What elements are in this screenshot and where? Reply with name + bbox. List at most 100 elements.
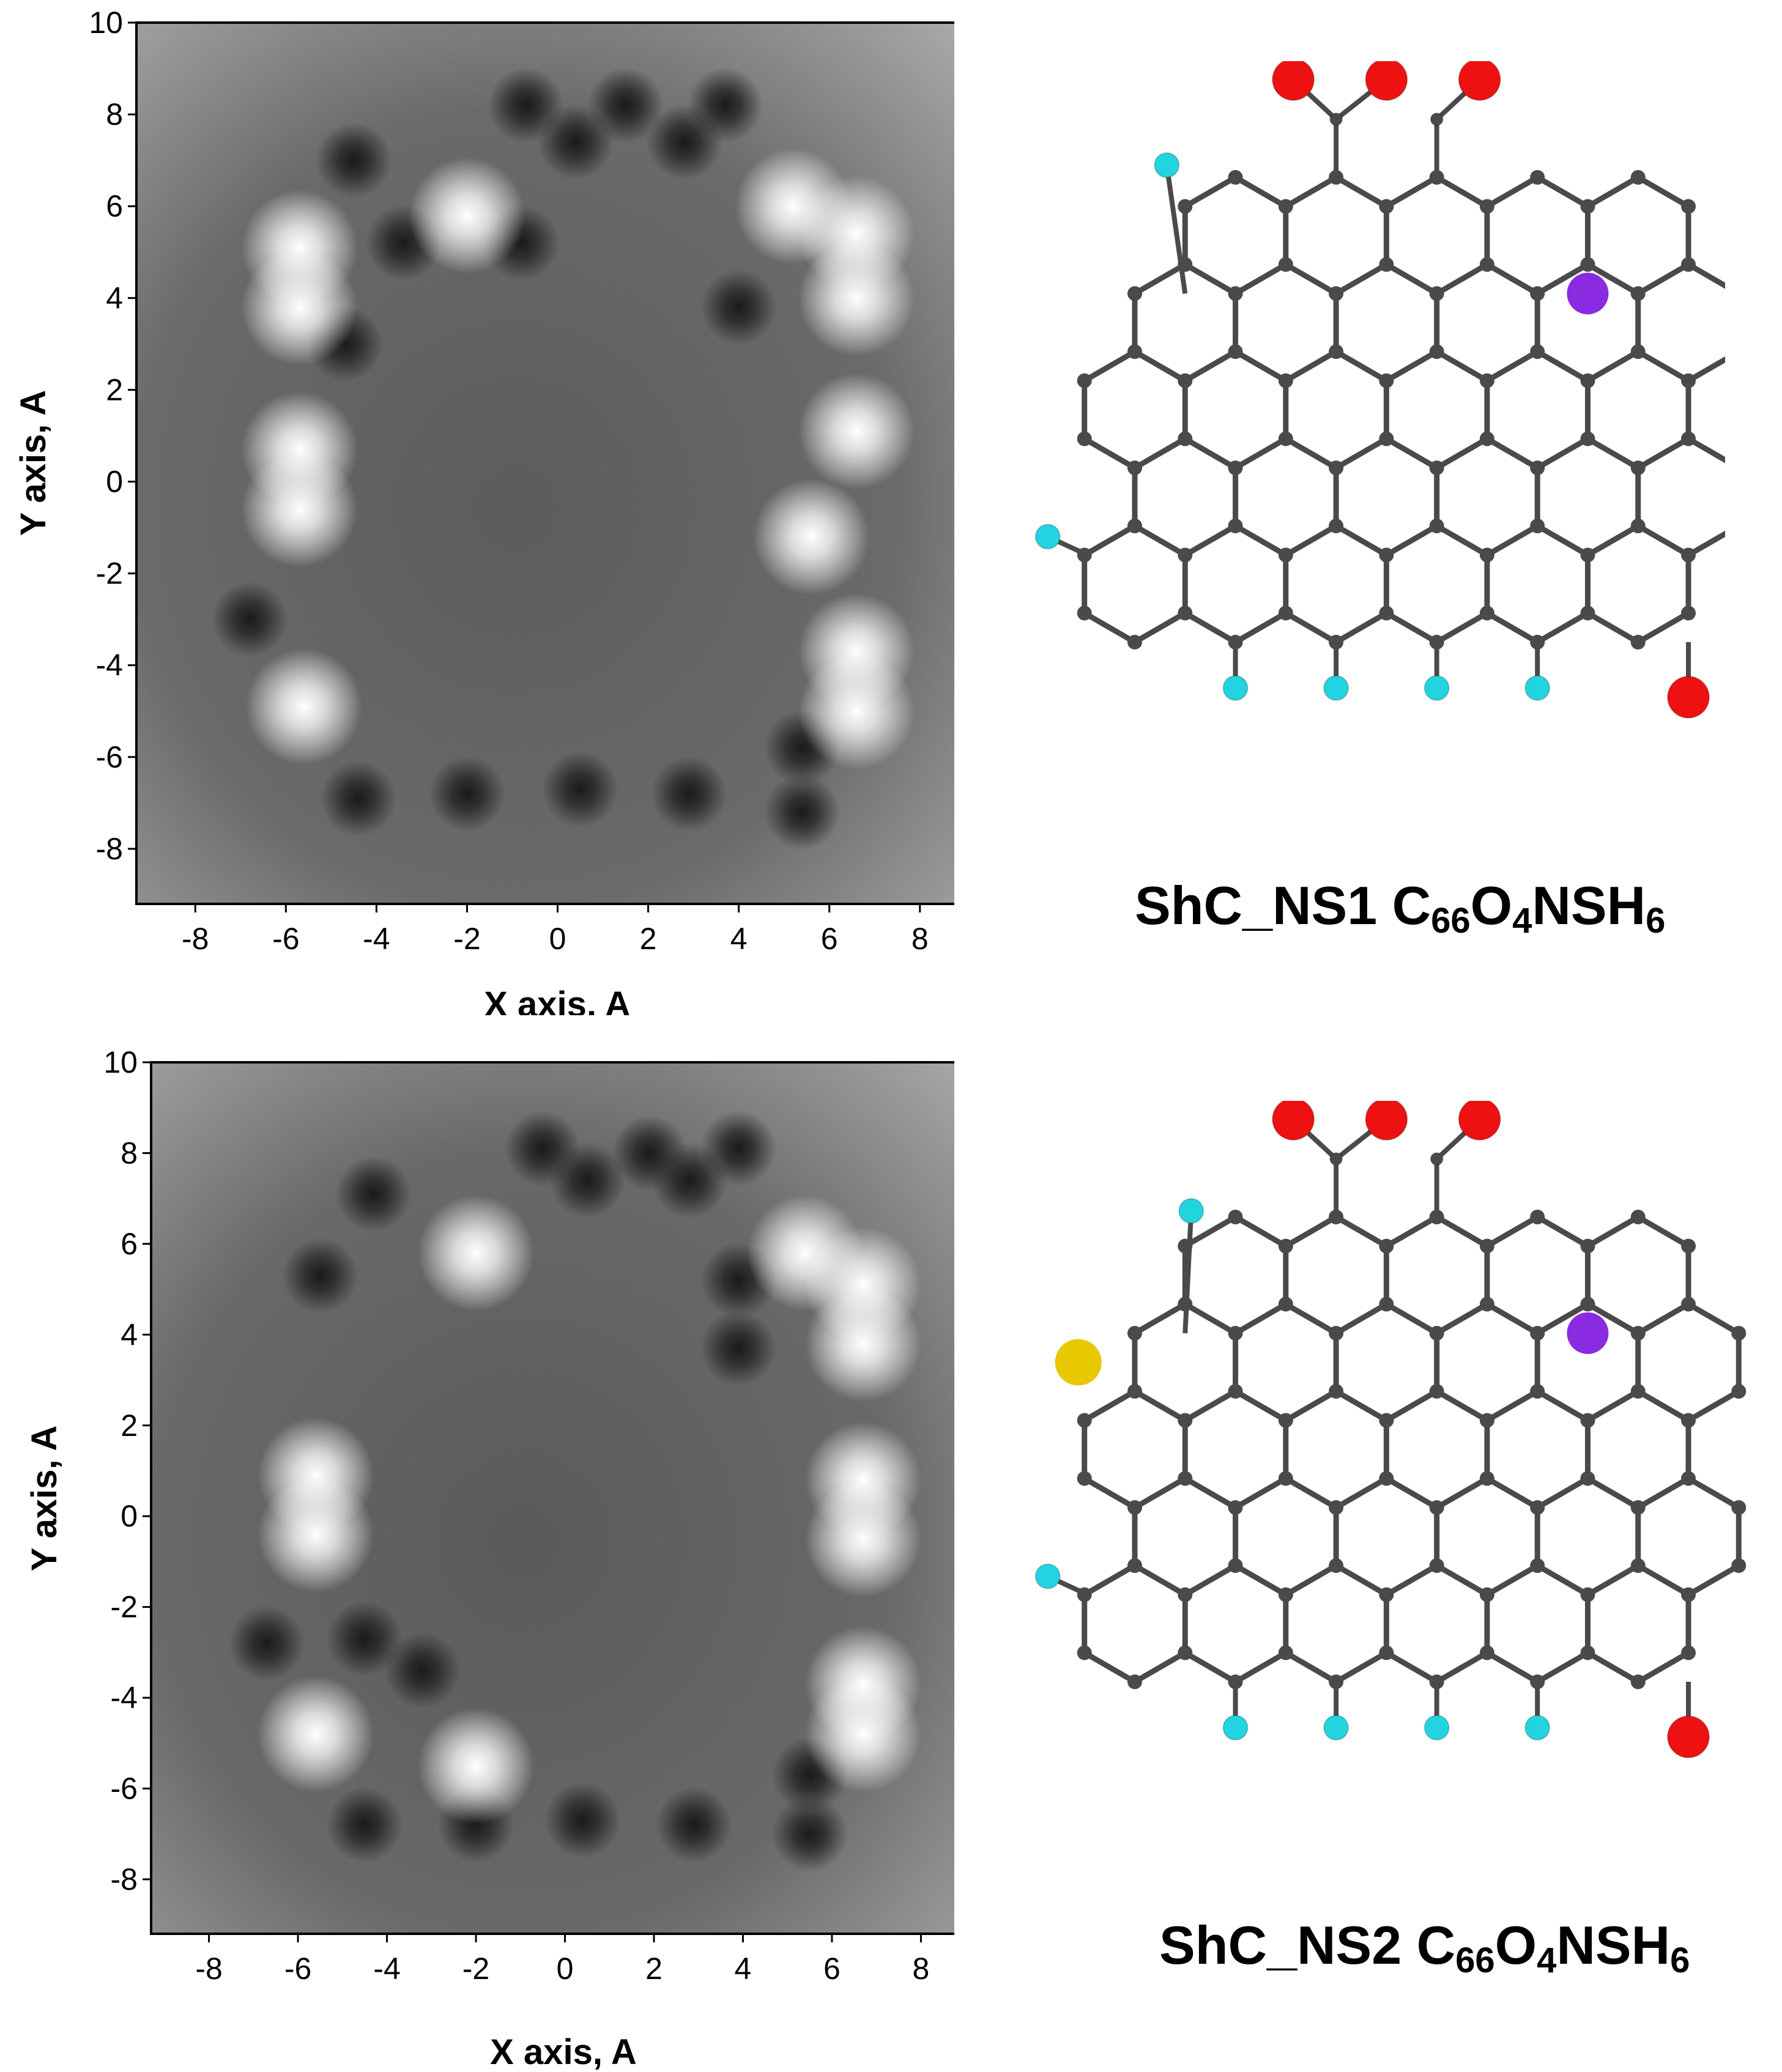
carbon-atom <box>1329 519 1344 533</box>
carbon-atom <box>1228 635 1243 649</box>
c-c-bond <box>1233 349 1289 383</box>
carbon-atom <box>1580 199 1595 214</box>
carbon-atom <box>1630 1674 1646 1689</box>
carbon-atom <box>1278 1471 1293 1486</box>
carbon-atom <box>1479 1587 1494 1602</box>
carbon-atom <box>1580 547 1595 563</box>
dark-spot <box>651 755 727 832</box>
carbon-atom <box>1379 199 1394 214</box>
carbon-atom <box>1731 1558 1747 1573</box>
y-tick-label: -4 <box>96 648 123 683</box>
carbon-atom <box>1077 1645 1092 1660</box>
carbon-atom <box>1178 431 1193 446</box>
carboxyl-carbon-atom <box>1430 113 1444 126</box>
carbon-atom <box>1278 1587 1293 1602</box>
carbon-atom <box>1429 344 1444 359</box>
c-c-bond <box>1534 436 1591 471</box>
carbon-atom <box>1379 1297 1394 1312</box>
carbon-atom <box>1379 373 1394 388</box>
dark-spot <box>335 1156 412 1232</box>
c-c-bond <box>1182 1476 1239 1511</box>
bright-spot <box>409 157 525 274</box>
carbon-atom <box>1479 605 1494 621</box>
caption-sub-o: 4 <box>1537 1941 1557 1980</box>
c-c-bond <box>1484 610 1540 645</box>
c-c-bond <box>1283 610 1339 645</box>
carbon-atom <box>1228 1500 1243 1515</box>
c-c-bond <box>1333 1476 1389 1511</box>
c-c-bond <box>1534 610 1591 645</box>
carbon-atom <box>1680 431 1696 446</box>
carbon-atom <box>1178 1238 1193 1254</box>
carbon-atom <box>1580 257 1595 272</box>
carbon-atom <box>1680 1645 1696 1660</box>
carbon-atom <box>1630 1500 1646 1515</box>
dark-spot <box>282 1237 358 1314</box>
c-c-bond <box>1584 436 1641 471</box>
carbon-atom <box>1479 547 1494 563</box>
c-c-bond <box>1182 610 1239 645</box>
carbon-atom <box>1680 1413 1696 1428</box>
dark-spot <box>538 104 614 180</box>
dark-spot <box>771 1796 848 1872</box>
y-tick-label: -6 <box>96 740 123 774</box>
y-tick-label: 2 <box>106 372 123 407</box>
dark-spot <box>542 751 618 827</box>
y-tick-label: -4 <box>111 1681 138 1715</box>
carbon-atom <box>1278 1645 1293 1660</box>
x-tick-label: -4 <box>373 1952 400 1986</box>
carbon-atom <box>1228 170 1243 185</box>
carbon-atom <box>1630 1326 1646 1341</box>
c-c-bond <box>1333 1214 1389 1249</box>
carbon-atom <box>1127 1384 1142 1399</box>
carbon-atom <box>1429 635 1444 649</box>
c-c-bond <box>1182 1214 1239 1249</box>
carbon-atom <box>1630 1210 1646 1224</box>
caption-sub-c: 66 <box>1431 901 1471 941</box>
nitrogen-atom <box>1567 1312 1609 1354</box>
bright-spot <box>418 1708 535 1824</box>
c-c-bond <box>1333 349 1389 383</box>
c-c-bond <box>1283 1650 1339 1685</box>
carbon-atom <box>1680 1297 1696 1312</box>
dark-spot <box>327 1786 403 1863</box>
c-c-bond <box>1132 1650 1188 1685</box>
carbon-atom <box>1379 257 1394 272</box>
y-tick-label: -2 <box>111 1590 138 1624</box>
carbon-atom <box>1580 1471 1595 1486</box>
c-c-bond <box>1434 610 1490 645</box>
carbon-atom <box>1379 1587 1394 1602</box>
c-c-bond <box>1635 1214 1691 1249</box>
c-c-bond <box>1283 1476 1339 1511</box>
heatmap-spots <box>212 67 915 850</box>
carbon-atom <box>1630 635 1646 649</box>
carbon-atom <box>1178 1471 1193 1486</box>
y-tick-label: -6 <box>111 1772 138 1806</box>
c-c-bond <box>1383 1214 1440 1249</box>
carbon-atom <box>1580 1645 1595 1660</box>
carbon-atom <box>1530 1210 1545 1224</box>
carbon-atom <box>1127 519 1142 533</box>
carbon-atom <box>1228 461 1243 475</box>
hydrogen-bond <box>1182 1210 1194 1334</box>
c-c-bond <box>1182 1388 1239 1423</box>
y-tick-label: 4 <box>106 281 123 315</box>
c-c-bond <box>1333 262 1389 297</box>
carbon-atom <box>1680 199 1696 214</box>
x-tick-label: -2 <box>453 922 480 956</box>
carbon-atom <box>1228 1674 1243 1689</box>
c-c-bond <box>1132 349 1188 383</box>
c-c-bond <box>1333 436 1389 471</box>
c-c-bond <box>1434 523 1490 558</box>
c-c-bond <box>1484 1563 1540 1597</box>
oxygen-atom <box>1272 61 1315 101</box>
carbon-atom <box>1630 461 1646 475</box>
c-c-bond <box>1233 610 1289 645</box>
carbon-atom <box>1429 286 1444 301</box>
c-c-bond <box>1534 349 1591 383</box>
x-tick-label: -6 <box>284 1952 311 1986</box>
carbon-atom <box>1379 431 1394 446</box>
carbon-atom <box>1731 1500 1747 1515</box>
carbon-atom <box>1178 1587 1193 1602</box>
x-tick-label: 4 <box>730 922 748 956</box>
